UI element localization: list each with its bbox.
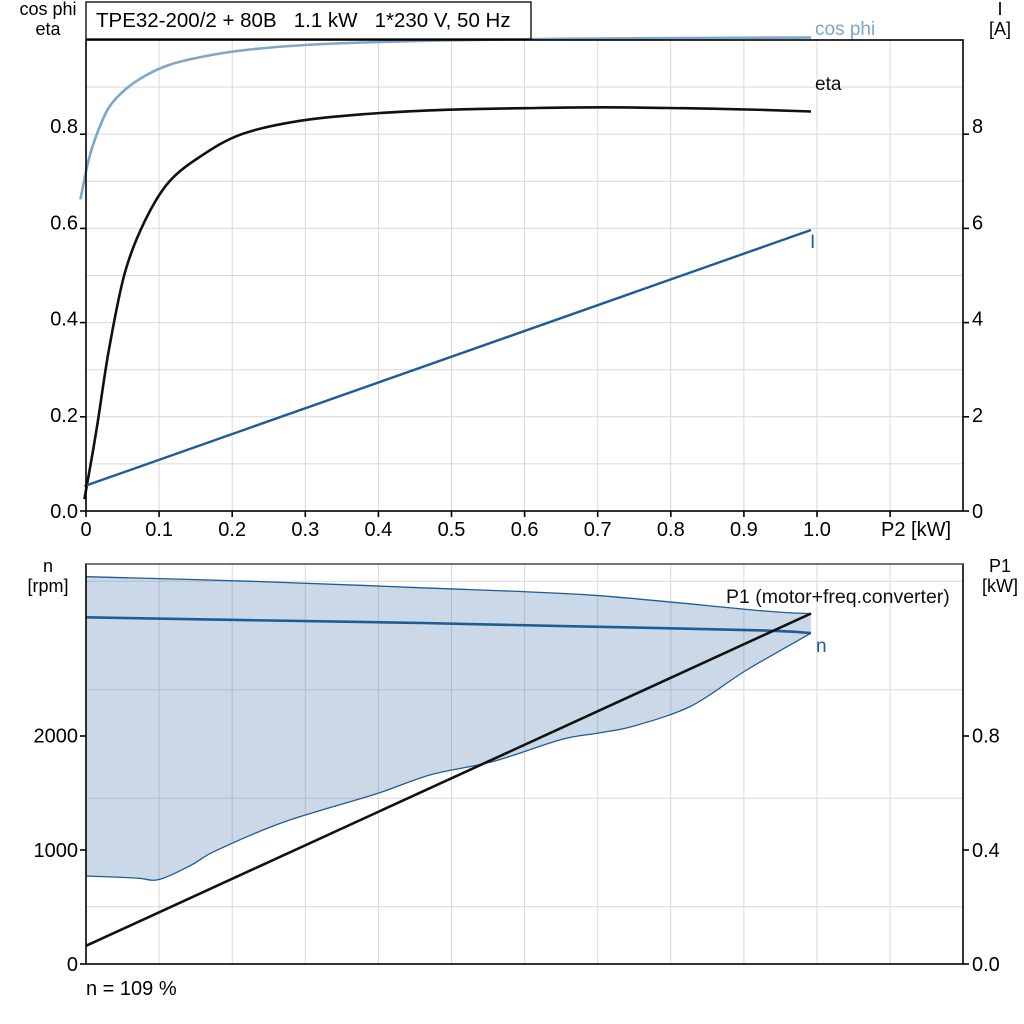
svg-text:[A]: [A] [989,19,1011,39]
svg-text:eta: eta [815,74,842,95]
svg-text:4: 4 [972,309,983,331]
svg-text:1.0: 1.0 [803,519,831,541]
svg-text:cos phi: cos phi [815,19,875,40]
svg-text:0: 0 [67,954,78,976]
svg-text:n: n [43,556,53,576]
svg-text:0.3: 0.3 [291,519,319,541]
svg-text:0: 0 [972,501,983,523]
svg-text:0.7: 0.7 [584,519,612,541]
svg-text:eta: eta [35,19,61,39]
svg-text:0.0: 0.0 [50,501,78,523]
svg-text:1000: 1000 [34,840,79,862]
svg-text:I: I [810,232,815,253]
svg-text:0.8: 0.8 [50,116,78,138]
svg-text:[kW]: [kW] [982,576,1018,596]
svg-text:0: 0 [80,519,91,541]
svg-text:0.4: 0.4 [50,309,78,331]
svg-text:2000: 2000 [34,726,79,748]
svg-text:P1: P1 [989,556,1011,576]
svg-text:TPE32-200/2 + 80B 1.1 kW 1: TPE32-200/2 + 80B 1.1 kW 1*230 V, 50 Hz [96,9,511,32]
svg-text:0.6: 0.6 [50,212,78,234]
svg-text:n = 109 %: n = 109 % [86,978,177,1000]
svg-text:[rpm]: [rpm] [27,576,68,596]
svg-text:0.0: 0.0 [972,954,1000,976]
svg-text:0.2: 0.2 [50,405,78,427]
svg-text:0.8: 0.8 [657,519,685,541]
svg-text:6: 6 [972,212,983,234]
svg-text:8: 8 [972,116,983,138]
svg-text:0.6: 0.6 [511,519,539,541]
svg-text:P2 [kW]: P2 [kW] [881,519,951,541]
svg-text:0.8: 0.8 [972,726,1000,748]
svg-text:P1 (motor+freq.converter): P1 (motor+freq.converter) [726,586,950,608]
svg-text:0.4: 0.4 [364,519,392,541]
svg-text:cos phi: cos phi [19,0,76,19]
svg-text:0.4: 0.4 [972,840,1000,862]
svg-text:0.1: 0.1 [145,519,173,541]
svg-text:0.9: 0.9 [730,519,758,541]
svg-text:0.5: 0.5 [438,519,466,541]
svg-text:2: 2 [972,405,983,427]
svg-text:0.2: 0.2 [218,519,246,541]
svg-text:I: I [997,0,1002,19]
svg-text:n: n [816,636,827,657]
